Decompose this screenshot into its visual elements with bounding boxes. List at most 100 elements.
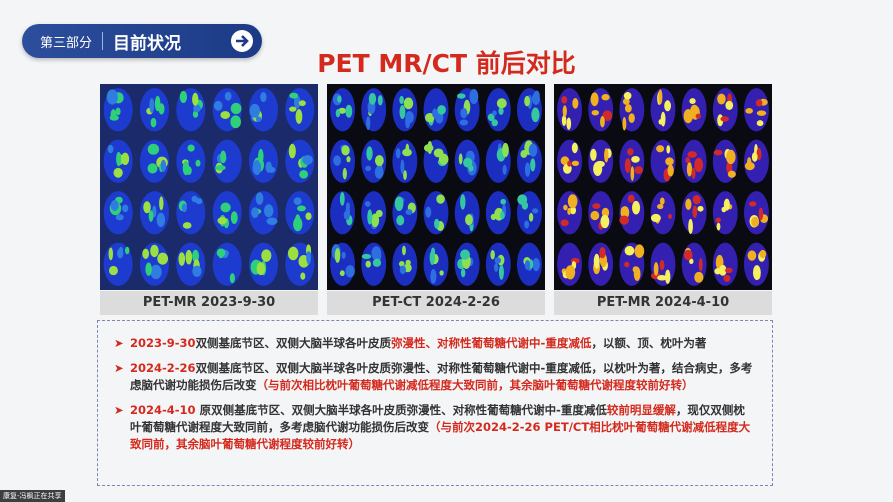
uptake-spot <box>569 206 577 215</box>
uptake-spot <box>186 166 192 175</box>
image-background <box>100 84 318 290</box>
uptake-spot <box>590 92 599 107</box>
uptake-spot <box>346 156 351 163</box>
uptake-spot <box>726 161 733 174</box>
uptake-spot <box>624 104 632 113</box>
uptake-spot <box>713 149 723 156</box>
uptake-spot <box>121 152 130 166</box>
uptake-spot <box>599 247 606 259</box>
uptake-spot <box>460 268 466 278</box>
uptake-spot <box>683 249 693 261</box>
uptake-spot <box>458 153 463 165</box>
text-segment: 2024-4-10 <box>130 403 196 417</box>
uptake-spot <box>561 96 568 104</box>
uptake-spot <box>572 98 579 109</box>
uptake-spot <box>230 102 242 115</box>
uptake-spot <box>115 107 121 116</box>
uptake-spot <box>666 145 671 154</box>
uptake-spot <box>487 113 495 122</box>
scan-image <box>100 84 318 290</box>
uptake-spot <box>469 88 479 105</box>
uptake-spot <box>124 246 130 255</box>
uptake-spot <box>181 203 188 213</box>
brain-slice <box>650 191 676 235</box>
uptake-spot <box>459 119 469 126</box>
uptake-spot <box>593 253 600 269</box>
uptake-spot <box>595 160 605 168</box>
uptake-spot <box>220 150 227 164</box>
uptake-spot <box>565 265 576 280</box>
uptake-spot <box>364 201 371 207</box>
uptake-spot <box>756 147 762 161</box>
brain-slice <box>454 191 480 235</box>
uptake-spot <box>623 92 632 100</box>
text-segment: 双侧基底节区、双侧大脑半球各叶皮质弥漫性、对称性葡萄糖代谢中-重度减低，以枕叶为… <box>130 361 753 392</box>
uptake-spot <box>687 151 697 158</box>
text-segment: 较前明显缓解 <box>606 403 676 417</box>
uptake-spot <box>297 205 306 212</box>
uptake-spot <box>371 213 380 228</box>
uptake-spot <box>524 220 530 229</box>
uptake-spot <box>592 203 601 209</box>
uptake-spot <box>405 115 411 129</box>
uptake-spot <box>107 144 114 154</box>
uptake-spot <box>432 108 438 119</box>
uptake-spot <box>252 160 262 176</box>
brain-slice <box>212 242 242 286</box>
uptake-spot <box>108 265 118 276</box>
brain-slice <box>712 242 738 286</box>
uptake-spot <box>591 109 599 116</box>
uptake-spot <box>658 89 663 105</box>
uptake-spot <box>293 95 301 109</box>
uptake-spot <box>213 100 223 111</box>
uptake-spot <box>185 249 193 265</box>
uptake-spot <box>691 167 696 180</box>
uptake-spot <box>624 158 631 173</box>
uptake-spot <box>524 259 531 271</box>
uptake-spot <box>427 140 433 155</box>
uptake-spot <box>157 252 169 265</box>
uptake-spot <box>425 206 432 218</box>
image-caption: PET-MR 2023-9-30 <box>100 291 318 315</box>
uptake-spot <box>528 212 534 222</box>
uptake-spot <box>395 148 401 159</box>
uptake-spot <box>688 218 693 234</box>
uptake-spot <box>368 92 377 105</box>
brain-slice <box>485 88 511 132</box>
brain-slice <box>139 139 170 183</box>
uptake-spot <box>192 265 202 277</box>
uptake-spot <box>398 261 405 267</box>
uptake-spot <box>249 103 260 118</box>
uptake-spot <box>756 110 767 116</box>
uptake-spot <box>460 249 470 260</box>
uptake-spot <box>230 115 241 129</box>
uptake-spot <box>600 116 605 128</box>
uptake-spot <box>686 162 693 177</box>
brain-slice <box>485 242 511 286</box>
uptake-spot <box>520 150 528 158</box>
uptake-spot <box>659 197 665 205</box>
uptake-spot <box>532 258 540 272</box>
brain-slice <box>712 191 738 235</box>
uptake-spot <box>145 262 152 276</box>
uptake-spot <box>429 250 435 266</box>
uptake-spot <box>465 214 473 226</box>
uptake-spot <box>367 209 373 225</box>
uptake-spot <box>530 158 536 172</box>
slide-title: PET MR/CT 前后对比 <box>317 49 576 78</box>
section-header: 第三部分 目前状况 <box>22 24 262 58</box>
uptake-spot <box>365 165 372 172</box>
uptake-spot <box>745 107 753 114</box>
uptake-spot <box>460 108 468 119</box>
uptake-spot <box>142 248 150 259</box>
uptake-spot <box>697 205 704 212</box>
uptake-spot <box>496 98 507 109</box>
text-segment: （与前次2024-2-26 PET/CT相比枕叶葡萄糖代谢减低程度大致同前，其余… <box>130 420 751 451</box>
uptake-spot <box>502 164 507 175</box>
uptake-spot <box>567 207 572 215</box>
image-caption: PET-CT 2024-2-26 <box>327 291 545 315</box>
uptake-spot <box>692 205 698 219</box>
uptake-spot <box>289 106 297 112</box>
uptake-spot <box>494 257 501 264</box>
uptake-spot <box>220 111 231 119</box>
